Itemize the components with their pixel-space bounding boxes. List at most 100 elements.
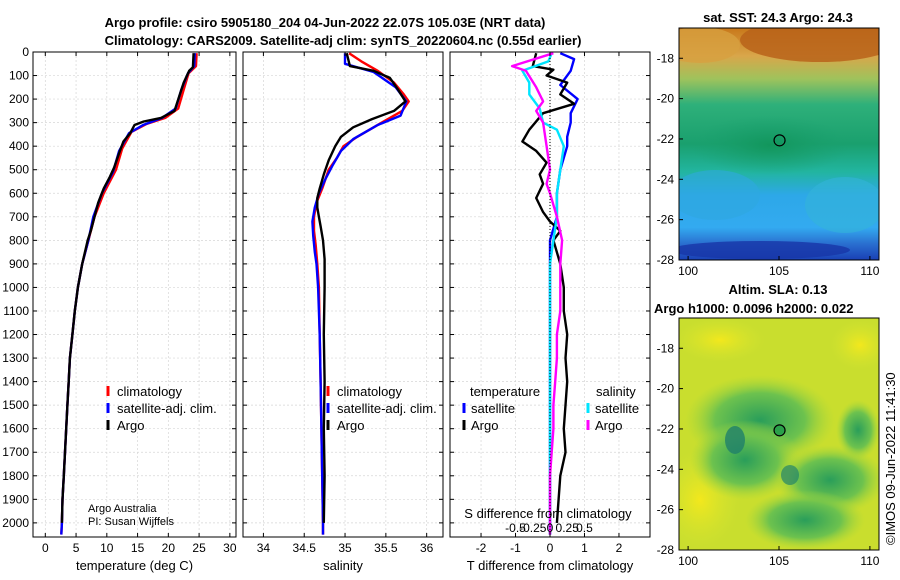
depth-ytick-label: 200 (9, 92, 29, 106)
salinity-axes-frame (242, 51, 444, 538)
difference-profile-panel: -2 -1 0 1 2 T difference from climatology temp… (449, 51, 651, 573)
sst-map-field (679, 28, 879, 260)
salinity-series-climatology (312, 52, 410, 535)
map-sst-ytick-label: -20 (657, 92, 675, 106)
difference-series-t-satellite (548, 52, 579, 535)
temperature-xtick-label: 30 (223, 541, 237, 555)
salinity-xtick-label: 34.5 (293, 541, 317, 555)
depth-ytick-label: 400 (9, 139, 29, 153)
temperature-series-satellite-adj-clim- (60, 53, 196, 535)
depth-ytick-label: 500 (9, 163, 29, 177)
depth-ytick-label: 100 (9, 69, 29, 83)
temperature-series-climatology (60, 53, 198, 535)
temperature-axes-frame (32, 51, 237, 538)
temperature-xtick-label: 15 (131, 541, 145, 555)
salinity-xlabel: salinity (323, 558, 363, 573)
salinity-legend-label: climatology (337, 384, 403, 399)
map-sst-xtick-label: 100 (678, 264, 698, 278)
map-sst-ytick-label: -28 (657, 253, 675, 267)
difference-xtick-label: 2 (616, 541, 623, 555)
salinity-xtick-label: 35 (338, 541, 352, 555)
difference-series-t-argo (521, 52, 576, 523)
map-sst-xtick-label: 105 (769, 264, 789, 278)
depth-ytick-label: 800 (9, 233, 29, 247)
depth-ytick-label: 900 (9, 257, 29, 271)
map-sst-ytick-label: -24 (657, 172, 675, 186)
map-sla-xtick-label: 100 (678, 554, 698, 568)
salinity-series-argo (316, 52, 407, 523)
depth-ytick-label: 1800 (2, 469, 29, 483)
temperature-legend-label: Argo (117, 418, 144, 433)
difference-legend-title-salinity: salinity (596, 384, 636, 399)
map-sla-ytick-label: -26 (657, 503, 675, 517)
difference-legend-label: satellite (595, 401, 639, 416)
credit-line1: Argo Australia (88, 503, 157, 515)
difference-legend-label: Argo (471, 418, 498, 433)
map-sla-profile-marker (773, 424, 786, 437)
map-sla-ytick-label: -22 (657, 422, 675, 436)
temperature-legend-label: climatology (117, 384, 183, 399)
difference-xlabel: T difference from climatology (467, 558, 634, 573)
difference-s-tick-label: -0.25 (519, 521, 547, 535)
depth-ytick-label: 1700 (2, 445, 29, 459)
temperature-xtick-label: 20 (162, 541, 176, 555)
temperature-xtick-label: 10 (100, 541, 114, 555)
salinity-xtick-label: 35.5 (374, 541, 398, 555)
salinity-legend-label: satellite-adj. clim. (337, 401, 437, 416)
depth-ytick-label: 300 (9, 116, 29, 130)
timestamp-label: ©IMOS 09-Jun-2022 11:41:30 (883, 372, 898, 545)
map-sla-ytick-label: -24 (657, 462, 675, 476)
difference-series-s-satellite (521, 52, 565, 535)
difference-s-tick-label: 0.25 (556, 521, 580, 535)
map-sla-xtick-label: 105 (769, 554, 789, 568)
difference-xtick-label: 0 (547, 541, 554, 555)
depth-ytick-label: 1100 (3, 304, 29, 318)
map-sst-ytick-label: -18 (657, 51, 675, 65)
depth-ytick-label: 1900 (2, 492, 29, 506)
credit-line2: PI: Susan Wijffels (88, 516, 174, 528)
sst-map-panel: sat. SST: 24.3 Argo: 24.3 100 105 110 -18 -2… (657, 10, 880, 278)
salinity-legend-label: Argo (337, 418, 364, 433)
difference-s-axis-label: S difference from climatology (464, 506, 632, 521)
depth-ytick-label: 600 (9, 186, 29, 200)
temperature-xtick-label: 25 (192, 541, 206, 555)
difference-s-tick-label: -0.5 (505, 521, 526, 535)
difference-xtick-label: -2 (476, 541, 487, 555)
temperature-profile-panel: 0 5 10 15 20 25 30 temperature (deg C) 0 100 200 30… (2, 45, 237, 573)
map-sla-ytick-label: -28 (657, 543, 675, 557)
difference-xtick-label: -1 (510, 541, 521, 555)
salinity-xtick-label: 34 (257, 541, 271, 555)
map-sst-profile-marker (773, 134, 786, 147)
difference-legend-title-temperature: temperature (470, 384, 540, 399)
figure-title-line1: Argo profile: csiro 5905180_204 04-Jun-2… (105, 15, 546, 30)
depth-ytick-label: 2000 (2, 516, 29, 530)
depth-ytick-label: 1200 (2, 328, 29, 342)
depth-ytick-label: 700 (9, 210, 29, 224)
difference-series-s-argo (510, 52, 564, 535)
sla-map-field (679, 318, 879, 550)
depth-ytick-label: 1600 (2, 422, 29, 436)
difference-legend-label: Argo (595, 418, 622, 433)
depth-ytick-label: 1000 (2, 280, 29, 294)
difference-legend-label: satellite (471, 401, 515, 416)
sla-map-title: Altim. SLA: 0.13 (729, 282, 828, 297)
temperature-xtick-label: 0 (42, 541, 49, 555)
depth-ytick-label: 0 (22, 45, 29, 59)
sla-map-panel: Altim. SLA: 0.13 Argo h1000: 0.0096 h200… (654, 282, 880, 568)
map-sla-ytick-label: -18 (657, 341, 675, 355)
sla-map-subtitle: Argo h1000: 0.0096 h2000: 0.022 (654, 301, 853, 316)
difference-s-tick-label: 0.5 (576, 521, 593, 535)
sst-map-title: sat. SST: 24.3 Argo: 24.3 (703, 10, 853, 25)
depth-ytick-label: 1300 (2, 351, 29, 365)
map-sst-xtick-label: 110 (860, 264, 879, 278)
salinity-xtick-label: 36 (420, 541, 434, 555)
map-sla-xtick-label: 110 (860, 554, 879, 568)
map-sst-ytick-label: -26 (657, 213, 675, 227)
salinity-profile-panel: 34 34.5 35 35.5 36 salinity climatology satelli… (242, 51, 444, 573)
depth-ytick-label: 1500 (2, 398, 29, 412)
temperature-series-argo (60, 53, 195, 523)
depth-ytick-label: 1400 (2, 375, 29, 389)
temperature-xlabel: temperature (deg C) (76, 558, 193, 573)
figure-title-line2: Climatology: CARS2009. Satellite-adj cli… (105, 33, 582, 48)
